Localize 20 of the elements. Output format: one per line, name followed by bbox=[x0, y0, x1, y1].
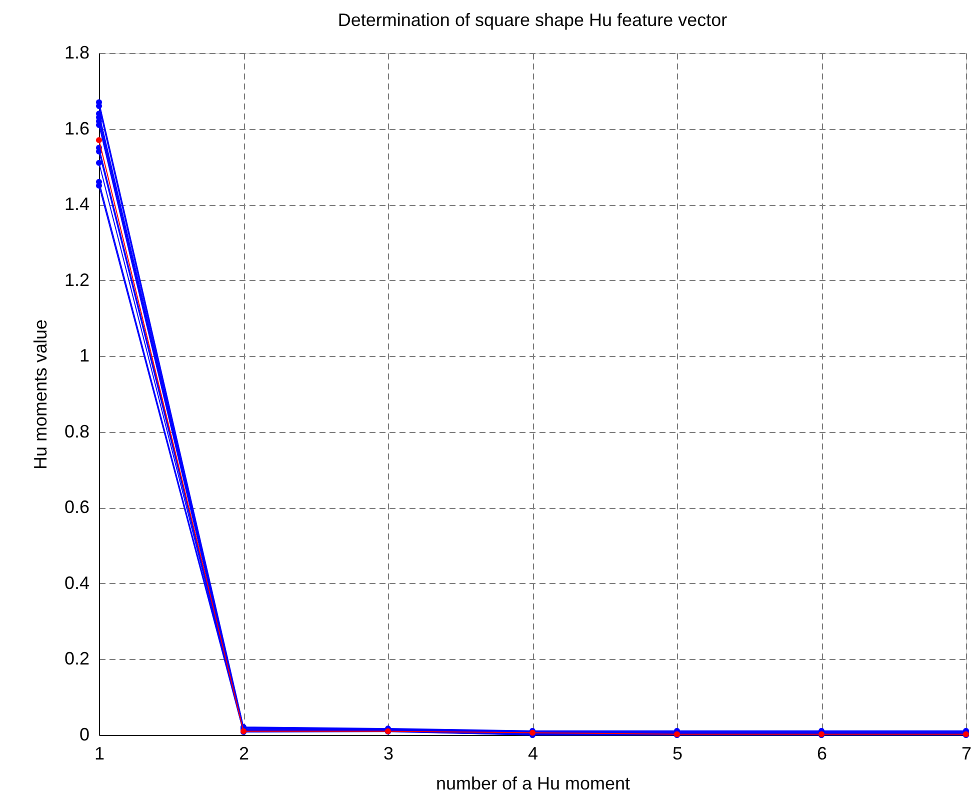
x-tick-label: 5 bbox=[672, 744, 683, 764]
y-tick-label: 1.6 bbox=[64, 118, 90, 138]
x-tick-label: 3 bbox=[383, 744, 394, 764]
y-tick-label: 0.8 bbox=[64, 421, 90, 442]
y-tick-label: 0.6 bbox=[64, 497, 90, 518]
y-tick-label: 0.4 bbox=[64, 572, 90, 593]
y-tick-label: 0 bbox=[79, 724, 90, 744]
x-tick-label: 6 bbox=[816, 744, 828, 764]
y-tick-label: 1 bbox=[79, 346, 90, 366]
x-axis-title: number of a Hu moment bbox=[436, 774, 630, 794]
x-tick-label: 2 bbox=[238, 744, 250, 764]
y-axis-title: Hu moments value bbox=[30, 319, 50, 470]
x-tick-label: 7 bbox=[961, 744, 972, 764]
y-tick-label: 1.2 bbox=[64, 270, 90, 290]
x-tick-label: 1 bbox=[94, 744, 105, 764]
y-tick-label: 0.2 bbox=[64, 648, 90, 669]
x-tick-label: 4 bbox=[528, 744, 538, 764]
y-tick-label: 1.4 bbox=[64, 194, 90, 214]
chart-title: Determination of square shape Hu feature vector bbox=[338, 10, 728, 30]
y-tick-label: 1.8 bbox=[64, 42, 90, 62]
